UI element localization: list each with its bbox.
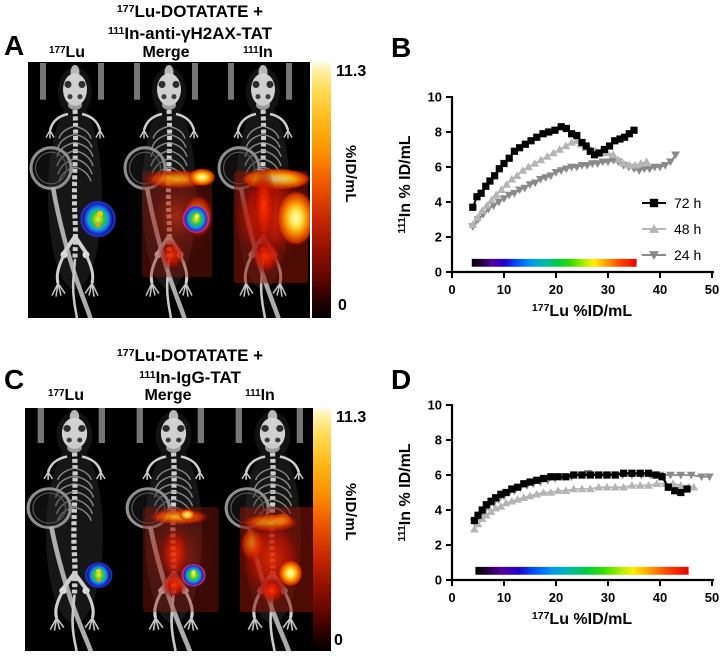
mouse-a-lu [31,63,116,318]
mouse-a-in [219,63,316,318]
panel-c-mice-svg [25,408,316,651]
x-tick-label: 20 [549,590,563,605]
legend-marker-24h [649,251,659,260]
series-markers-72h [470,469,691,525]
panel-a-col-in: 111In [243,44,273,61]
x-axis-title: 177Lu %ID/mL [532,302,632,320]
panel-c-col-in: 111In [245,387,275,404]
panel-a-col-merge: Merge [142,44,190,61]
panel-a-title-line2: 111In-anti-γH2AX-TAT [107,24,273,43]
x-tick-label: 50 [705,590,719,605]
panel-a-letter: A [4,30,25,61]
y-axis-title: 111In % ID/mL [396,443,414,541]
isotope-superscript: 177 [116,3,135,16]
x-tick-label: 0 [448,282,455,297]
y-tick-label: 8 [435,125,442,140]
x-tick-label: 50 [705,282,719,297]
mouse-c-in [226,408,316,651]
panel-a-image [28,62,316,318]
panel-c-col-lu: 177Lu [47,387,85,404]
panel-a-colorbar-min: 0 [338,297,347,314]
y-tick-label: 0 [435,265,442,280]
panel-b-chart: 0 2 4 6 8 10 0 10 20 30 40 50 72 h 48 h 24 h 177Lu %ID/… [396,90,719,321]
mouse-a-merge [125,63,218,318]
x-tick-label: 40 [653,282,667,297]
x-tick-label: 30 [601,590,615,605]
series-markers-72h [469,123,638,211]
panel-c-colorbar-min: 0 [334,632,343,649]
y-tick-label: 2 [435,230,442,245]
panel-a-colorbar-max: 11.3 [336,63,367,80]
y-tick-label: 4 [435,503,443,518]
y-tick-label: 6 [435,160,442,175]
y-tick-label: 4 [435,195,443,210]
panel-c-title: 177Lu-DOTATATE + 111In-IgG-TAT [10,346,370,390]
panel-a-colorbar-unit: %ID/mL [342,145,359,204]
panel-b-letter: B [391,32,412,63]
x-tick-label: 0 [448,590,455,605]
spectrum-scale-bar [475,566,689,575]
legend-marker-72h [649,198,659,208]
y-tick-label: 8 [435,433,442,448]
panel-c-colorbar-scale [313,408,331,651]
isotope-superscript: 111 [107,25,125,38]
y-tick-label: 2 [435,538,442,553]
isotope-superscript: 111 [139,369,156,382]
spectrum-scale-bar [471,258,637,267]
panel-d-chart: 0 2 4 6 8 10 0 10 20 30 40 50 177Lu %ID/mL 111In % ID… [396,398,719,629]
legend-label: 24 h [674,247,701,263]
mouse-c-merge [127,408,220,651]
panel-c-colorbar-unit: %ID/mL [342,483,359,542]
x-tick-label: 30 [601,282,615,297]
legend: 72 h 48 h 24 h [642,195,701,263]
mouse-c-lu [28,408,113,651]
x-tick-label: 40 [653,590,667,605]
x-tick-label: 10 [497,590,511,605]
panel-d-letter: D [391,364,412,395]
legend-label: 72 h [674,195,701,211]
panel-c-image [25,408,322,651]
panel-a-mice-svg [28,62,316,318]
panel-a-colorbar [312,62,331,318]
x-axis-title: 177Lu %ID/mL [532,610,632,628]
series-markers-48h [468,136,651,229]
y-tick-label: 10 [428,90,442,105]
isotope-superscript: 177 [116,347,135,360]
y-tick-label: 6 [435,468,442,483]
series-line-72h [473,472,688,522]
legend-label: 48 h [674,221,701,237]
y-axis-title: 111In % ID/mL [396,135,414,233]
series-markers-48h [469,479,699,533]
panel-c-title-line2: 111In-IgG-TAT [139,368,241,387]
panel-c-col-merge: Merge [144,387,192,404]
series-line-24h [473,472,710,523]
x-tick-label: 10 [497,282,511,297]
legend-marker-48h [649,224,659,233]
series-line-48h [472,139,647,226]
panel-a-col-lu: 177Lu [48,44,86,61]
panel-c-letter: C [4,364,25,395]
x-tick-label: 20 [549,282,563,297]
y-tick-label: 0 [435,573,442,588]
panel-c-colorbar-max: 11.3 [336,409,367,426]
panel-a-title: 177Lu-DOTATATE + 111In-anti-γH2AX-TAT [10,2,370,46]
panel-a-colorbar-scale [312,62,331,318]
y-tick-label: 10 [428,398,442,413]
panel-c-colorbar [313,408,331,651]
panel-c-title-line1: 177Lu-DOTATATE + [116,346,264,365]
panel-a-title-line1: 177Lu-DOTATATE + [116,2,264,21]
